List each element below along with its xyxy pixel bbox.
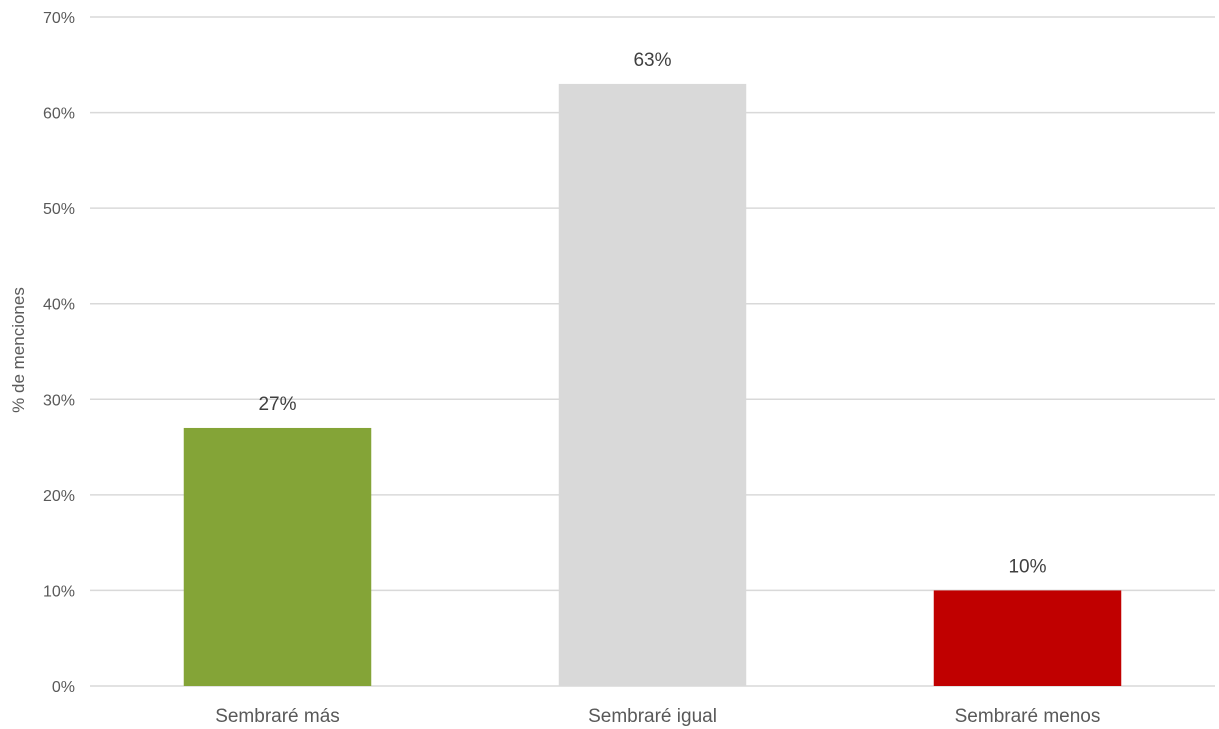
x-tick-label: Sembraré igual: [588, 706, 717, 727]
bar: [558, 83, 747, 686]
y-tick-label: 10%: [43, 583, 75, 600]
y-tick-label: 20%: [43, 488, 75, 505]
x-tick-label: Sembraré más: [215, 706, 340, 727]
y-tick-label: 50%: [43, 201, 75, 218]
data-labels: 27% 63% 10%: [258, 50, 1046, 578]
x-axis-categories: Sembraré más Sembraré igual Sembraré menos: [215, 706, 1100, 727]
x-tick-label: Sembraré menos: [955, 706, 1101, 727]
y-axis-label: % de menciones: [9, 287, 28, 413]
data-label: 10%: [1008, 556, 1046, 577]
bar: [183, 427, 372, 686]
y-axis-ticks: 0% 10% 20% 30% 40% 50% 60% 70%: [43, 10, 75, 696]
y-tick-label: 60%: [43, 106, 75, 123]
data-label: 63%: [633, 50, 671, 71]
y-tick-label: 40%: [43, 297, 75, 314]
data-label: 27%: [258, 394, 296, 415]
y-tick-label: 30%: [43, 392, 75, 409]
y-tick-label: 70%: [43, 10, 75, 27]
y-tick-label: 0%: [52, 679, 75, 696]
bars: [183, 83, 1122, 686]
bar: [933, 590, 1122, 686]
